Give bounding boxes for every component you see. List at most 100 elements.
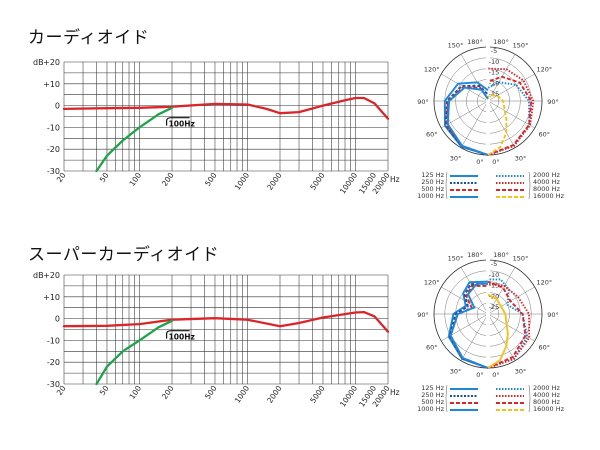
polar-spoke xyxy=(460,267,489,315)
legend-label-right: 16000 Hz xyxy=(533,192,565,200)
legend-label-left: 1000 Hz xyxy=(417,405,444,413)
polar-curve-right-4 xyxy=(487,293,509,369)
y-tick-label: -10 xyxy=(47,336,60,345)
polar-angle-label: 30° xyxy=(515,154,527,162)
x-tick-label: 50 xyxy=(98,171,111,184)
y-tick-label: -20 xyxy=(47,145,60,154)
annotation-100hz: 100Hz xyxy=(169,333,195,342)
series-line-1 xyxy=(62,310,390,333)
legend-label-right: 8000 Hz xyxy=(533,185,560,193)
y-tick-label: +20 xyxy=(43,271,60,280)
legend-label-left: 125 Hz xyxy=(421,384,444,392)
polar-spoke xyxy=(487,73,535,102)
x-tick-label: 50 xyxy=(98,384,111,397)
polar-curve-left-4 xyxy=(446,86,489,156)
y-tick-label: -20 xyxy=(47,358,60,367)
polar-curve-right-2 xyxy=(487,282,531,369)
x-tick-label: 2000 xyxy=(265,384,283,405)
polar-angle-label: 0° xyxy=(476,158,483,166)
legend-label-left: 500 Hz xyxy=(421,185,444,193)
polar-curve-right-2 xyxy=(487,67,535,156)
series-line-1 xyxy=(62,96,390,120)
legend-label-left: 1000 Hz xyxy=(417,192,444,200)
polar-curve-left-4 xyxy=(449,282,489,369)
legend-brace xyxy=(445,384,448,413)
polar-angle-label: 120° xyxy=(424,279,440,287)
x-tick-label: 1000 xyxy=(233,384,251,405)
polar-ring-label: -15 xyxy=(489,69,500,77)
series-line-2 xyxy=(95,319,174,386)
supercardioid-title: スーパーカーディオイド xyxy=(28,245,220,265)
polar-ring-label: -5 xyxy=(491,47,497,55)
polar-angle-label: 30° xyxy=(450,367,462,375)
y-tick-label: -10 xyxy=(47,123,60,132)
polar-angle-label: 180° xyxy=(493,38,509,46)
polar-curve-right-1 xyxy=(487,278,529,369)
lowcut-symbol xyxy=(165,117,190,126)
polar-angle-label: 60° xyxy=(539,131,551,139)
legend-brace xyxy=(445,171,448,200)
polar-ring-label: -15 xyxy=(489,282,500,290)
polar-angle-label: 60° xyxy=(539,344,551,352)
legend-label-right: 16000 Hz xyxy=(533,405,565,413)
polar-angle-label: 60° xyxy=(426,131,438,139)
polar-spoke xyxy=(487,100,535,129)
polar-spoke xyxy=(487,286,535,315)
polar-angle-label: 0° xyxy=(476,371,483,379)
x-tick-label: 5000 xyxy=(308,384,326,405)
polar-spoke xyxy=(460,100,489,148)
y-tick-label: 0 xyxy=(55,102,60,111)
y-tick-label: +10 xyxy=(43,293,60,302)
polar-angle-label: 0° xyxy=(492,158,499,166)
polar-spoke xyxy=(460,313,489,361)
legend-brace xyxy=(528,384,531,413)
x-tick-label: 500 xyxy=(203,171,219,188)
x-axis-label: Hz xyxy=(390,388,400,397)
x-tick-label: 200 xyxy=(160,384,176,401)
x-tick-label: 200 xyxy=(160,171,176,188)
polar-angle-label: 30° xyxy=(515,367,527,375)
polar-ring-label: -5 xyxy=(491,260,497,268)
polar-curve-right-3 xyxy=(487,280,527,369)
x-tick-label: 100 xyxy=(128,384,144,401)
series-line-2 xyxy=(95,106,174,173)
polar-curve-left-1 xyxy=(443,81,489,156)
polar-angle-label: 150° xyxy=(448,255,464,263)
y-axis-label: dB xyxy=(33,58,44,67)
polar-angle-label: 90° xyxy=(547,98,559,106)
legend-brace xyxy=(528,171,531,200)
x-tick-label: 10000 xyxy=(338,171,359,196)
polar-ring-label: -20 xyxy=(489,292,500,300)
x-tick-label: 10000 xyxy=(338,384,359,409)
y-tick-label: +10 xyxy=(43,80,60,89)
polar-angle-label: 90° xyxy=(417,98,429,106)
y-tick-label: 0 xyxy=(55,315,60,324)
polar-ring-label: -25 xyxy=(489,303,500,311)
polar-spoke xyxy=(487,313,535,342)
polar-spoke xyxy=(441,100,489,129)
legend-label-left: 125 Hz xyxy=(421,171,444,179)
polar-curve-right-3 xyxy=(487,75,533,156)
polar-angle-label: 180° xyxy=(493,251,509,259)
polar-angle-label: 60° xyxy=(426,344,438,352)
polar-angle-label: 150° xyxy=(448,42,464,50)
polar-spoke xyxy=(487,267,516,315)
legend-label-right: 2000 Hz xyxy=(533,171,560,179)
y-tick-label: -30 xyxy=(47,167,60,176)
cardioid-title: カーディオイド xyxy=(28,28,150,48)
x-tick-label: 1000 xyxy=(233,171,251,192)
polar-angle-label: 180° xyxy=(467,38,483,46)
polar-angle-label: 150° xyxy=(513,42,529,50)
polar-angle-label: 120° xyxy=(536,279,552,287)
polar-angle-label: 90° xyxy=(547,311,559,319)
legend-label-left: 250 Hz xyxy=(421,178,444,186)
polar-angle-label: 120° xyxy=(424,66,440,74)
polar-angle-label: 120° xyxy=(536,66,552,74)
